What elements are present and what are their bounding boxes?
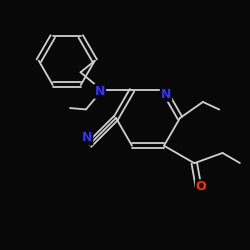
Text: N: N [95, 85, 105, 98]
Text: N: N [82, 131, 92, 144]
Text: O: O [196, 180, 206, 193]
Text: N: N [161, 88, 171, 101]
